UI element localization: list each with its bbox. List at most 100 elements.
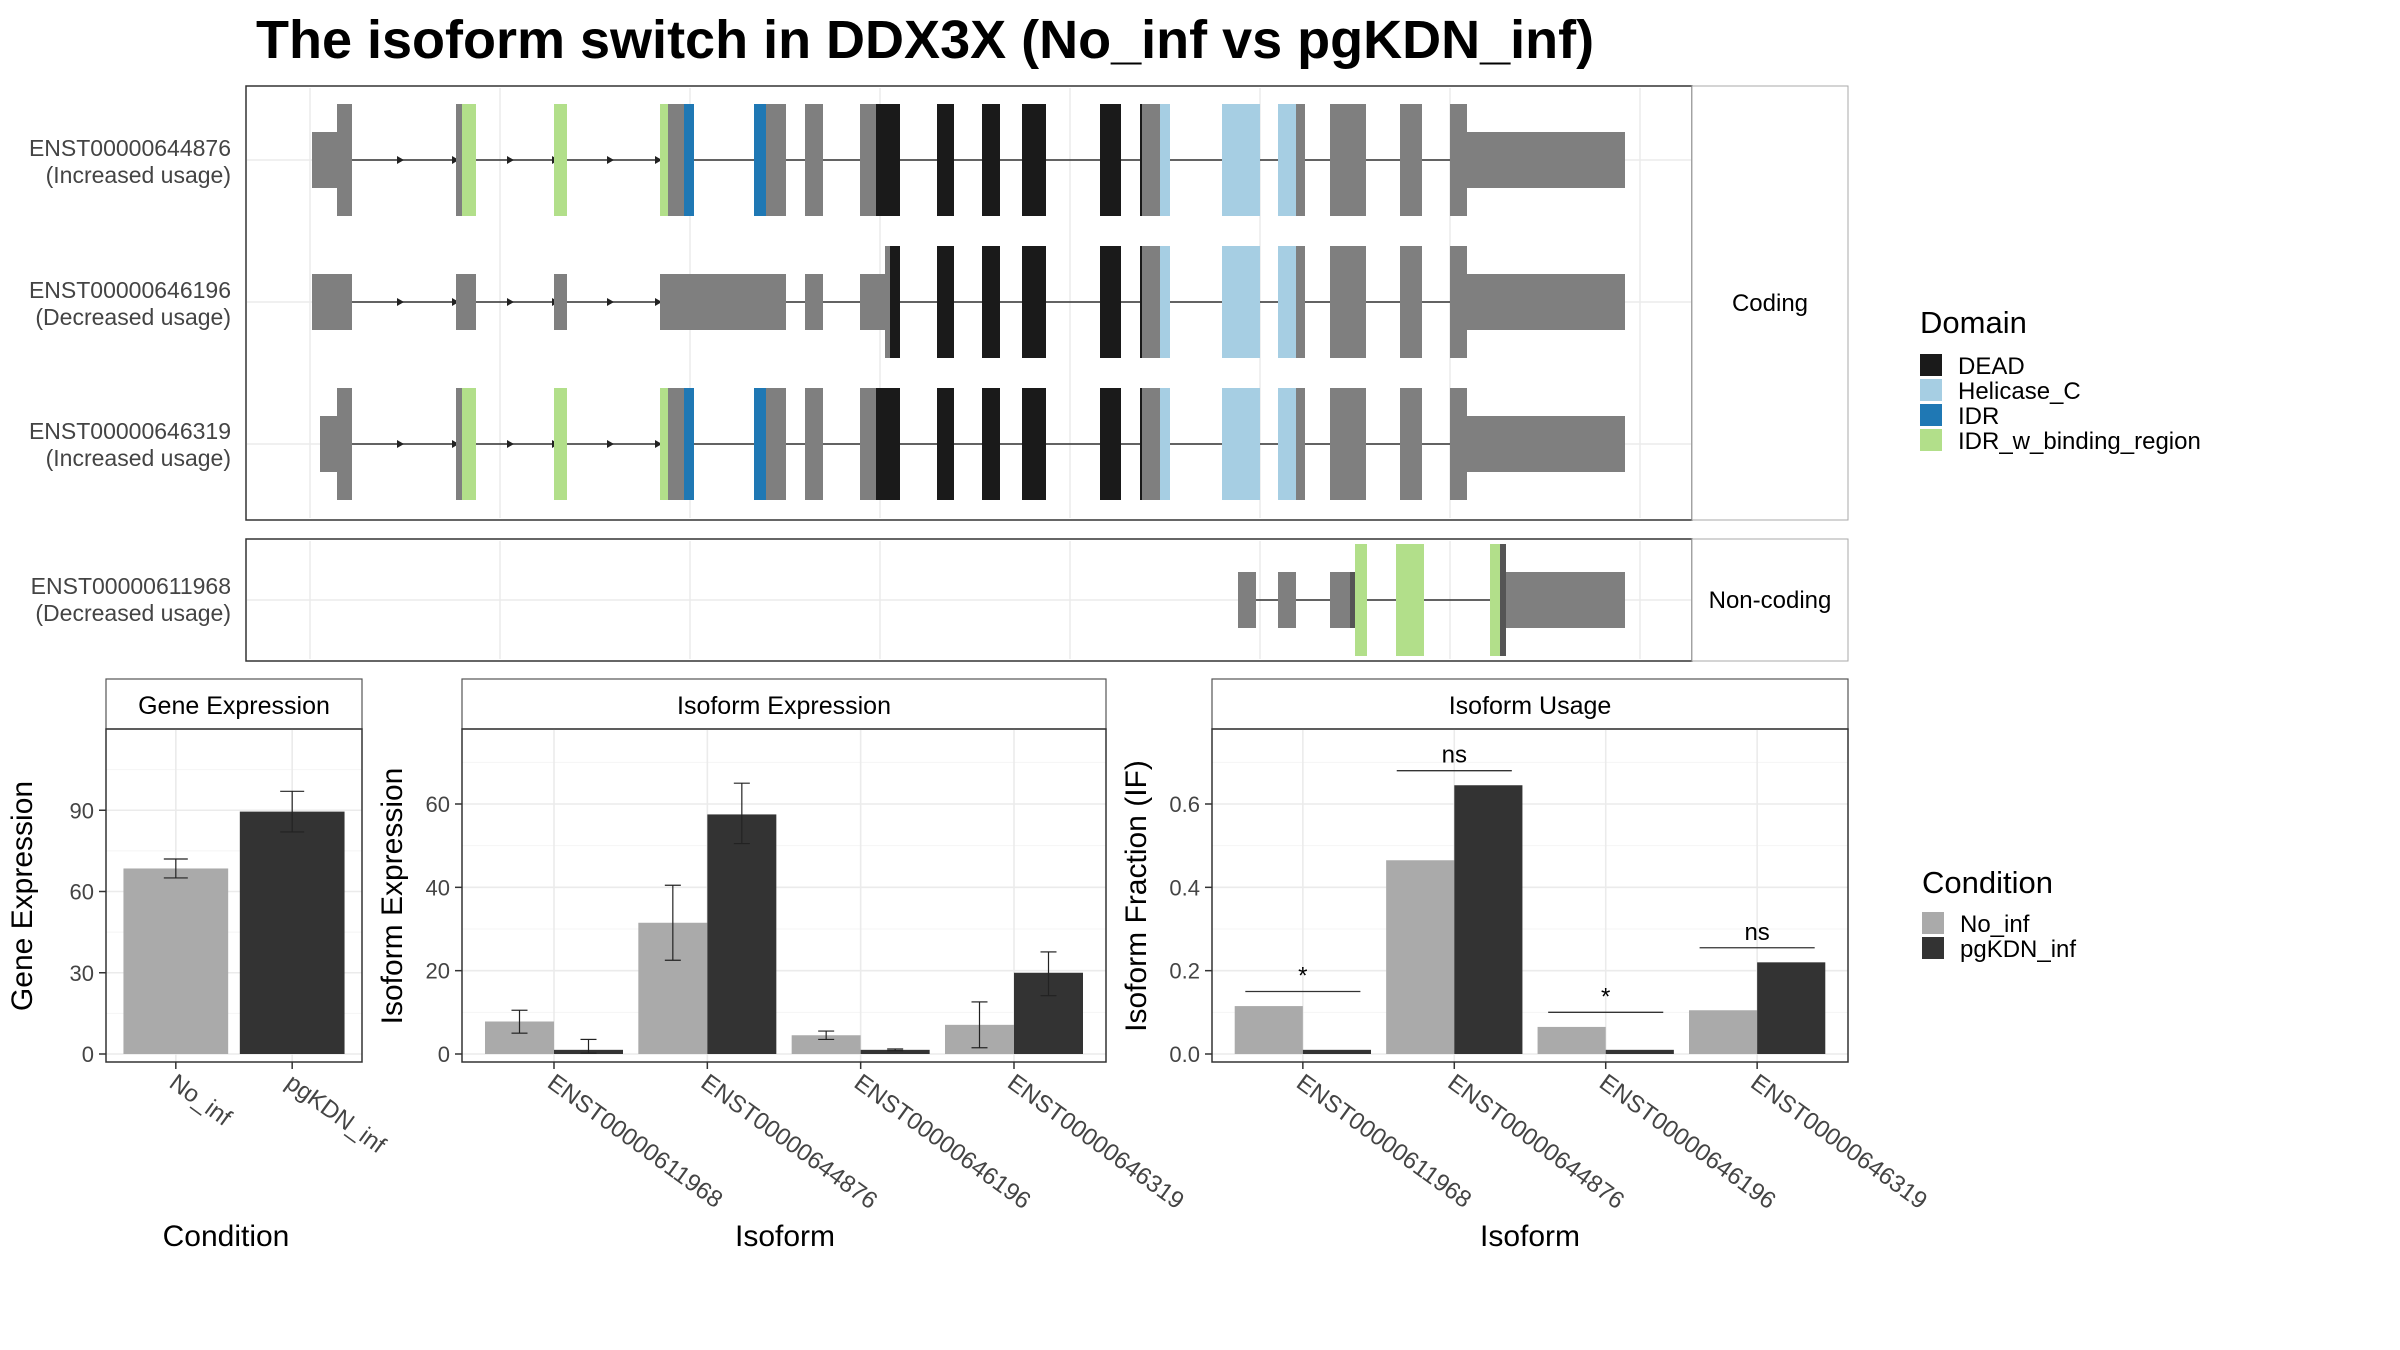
exon-block <box>684 104 694 216</box>
y-tick-label: 0.4 <box>1169 875 1200 900</box>
exon-block <box>1396 544 1424 656</box>
exon-block <box>1400 388 1422 500</box>
exon-block <box>554 104 567 216</box>
exon-block <box>1142 104 1160 216</box>
isoform-label-note: (Decreased usage) <box>35 304 231 330</box>
significance-label: * <box>1298 963 1307 990</box>
exon-block <box>1100 388 1121 500</box>
panel-title: Gene Expression <box>138 692 330 720</box>
legend-swatch-helicase <box>1920 379 1942 401</box>
legend-swatch-pgkdn-inf <box>1922 937 1944 959</box>
direction-arrow <box>507 298 514 306</box>
exon-block <box>1467 132 1625 188</box>
y-axis-title: Gene Expression <box>6 781 39 1011</box>
isoform-label-note: (Increased usage) <box>46 162 231 188</box>
exon-block <box>982 104 1000 216</box>
exon-block <box>1140 104 1142 216</box>
legend-swatch-idr-binding <box>1920 429 1942 451</box>
transcript-track <box>320 388 1625 500</box>
exon-block <box>982 246 1000 358</box>
exon-block <box>937 388 954 500</box>
bar <box>1689 1010 1758 1054</box>
condition-legend: Condition No_inf pgKDN_inf <box>1922 865 2076 963</box>
panel-title: Isoform Usage <box>1449 692 1612 720</box>
facet-label-coding: Coding <box>1732 290 1808 317</box>
exon-block <box>337 104 352 216</box>
direction-arrow <box>507 156 514 164</box>
y-tick-label: 60 <box>426 792 450 817</box>
exon-block <box>1467 274 1625 330</box>
bar <box>1386 860 1455 1054</box>
exon-block <box>937 246 954 358</box>
legend-label: DEAD <box>1958 353 2025 380</box>
bar <box>1757 962 1826 1054</box>
panel-border <box>461 728 1107 1063</box>
legend-title: Condition <box>1922 865 2053 900</box>
legend-swatch-idr <box>1920 404 1942 426</box>
exon-block <box>876 388 900 500</box>
exon-block <box>805 274 823 330</box>
transcript-track <box>312 246 1625 358</box>
isoform-label-id: ENST00000611968 <box>31 573 231 599</box>
panel-title: Isoform Expression <box>677 692 891 720</box>
y-tick-label: 0 <box>438 1042 450 1067</box>
y-tick-label: 0.6 <box>1169 792 1200 817</box>
direction-arrow <box>452 156 459 164</box>
legend-title: Domain <box>1920 305 2027 340</box>
isoform-label-id: ENST00000644876 <box>29 135 231 161</box>
exon-block <box>684 388 694 500</box>
legend-swatch-dead <box>1920 354 1942 376</box>
exon-block <box>660 104 668 216</box>
exon-block <box>766 388 786 500</box>
exon-block <box>660 388 668 500</box>
exon-block <box>554 388 567 500</box>
y-tick-label: 20 <box>426 959 450 984</box>
bar <box>1605 1049 1674 1054</box>
direction-arrow <box>607 298 614 306</box>
exon-block <box>660 274 786 330</box>
isoform-label-note: (Increased usage) <box>46 445 231 471</box>
exon-block <box>312 274 352 330</box>
y-tick-label: 60 <box>70 880 94 905</box>
y-tick-label: 30 <box>70 961 94 986</box>
direction-arrow <box>452 298 459 306</box>
exon-block <box>1022 104 1046 216</box>
exon-block <box>312 132 337 188</box>
x-axis-title: Isoform <box>1480 1220 1580 1253</box>
exon-block <box>1330 572 1350 628</box>
panel-border <box>1211 728 1849 1063</box>
exon-block <box>860 104 876 216</box>
bar <box>239 811 345 1054</box>
noncoding-strip <box>1691 538 1849 662</box>
exon-block <box>1222 104 1260 216</box>
bar <box>707 814 777 1054</box>
exon-block <box>1160 104 1170 216</box>
exon-block <box>668 388 684 500</box>
exon-block <box>1500 544 1506 656</box>
direction-arrow <box>655 298 662 306</box>
exon-block <box>337 388 352 500</box>
exon-block <box>1142 388 1160 500</box>
exon-block <box>805 388 823 500</box>
chart-panel: Isoform Expression0204060ENST00000611968… <box>376 678 1189 1253</box>
exon-block <box>1100 246 1121 358</box>
figure-title: The isoform switch in DDX3X (No_inf vs p… <box>256 10 1594 70</box>
direction-arrow <box>397 298 404 306</box>
exon-block <box>1450 246 1467 358</box>
legend-swatch-no-inf <box>1922 912 1944 934</box>
bar <box>1537 1026 1606 1054</box>
bar <box>860 1049 930 1054</box>
chart-panel: Isoform Usage*ns*ns0.00.20.40.6ENST00000… <box>1120 678 1932 1253</box>
exon-block <box>1296 246 1305 358</box>
direction-arrow <box>507 440 514 448</box>
panel-strip <box>1211 678 1849 730</box>
exon-block <box>1278 572 1296 628</box>
exon-block <box>860 388 876 500</box>
exon-block <box>456 104 462 216</box>
bar <box>1234 1006 1303 1054</box>
significance-label: * <box>1601 983 1610 1010</box>
exon-block <box>1400 246 1422 358</box>
transcript-track <box>312 104 1625 216</box>
exon-block <box>1022 388 1046 500</box>
